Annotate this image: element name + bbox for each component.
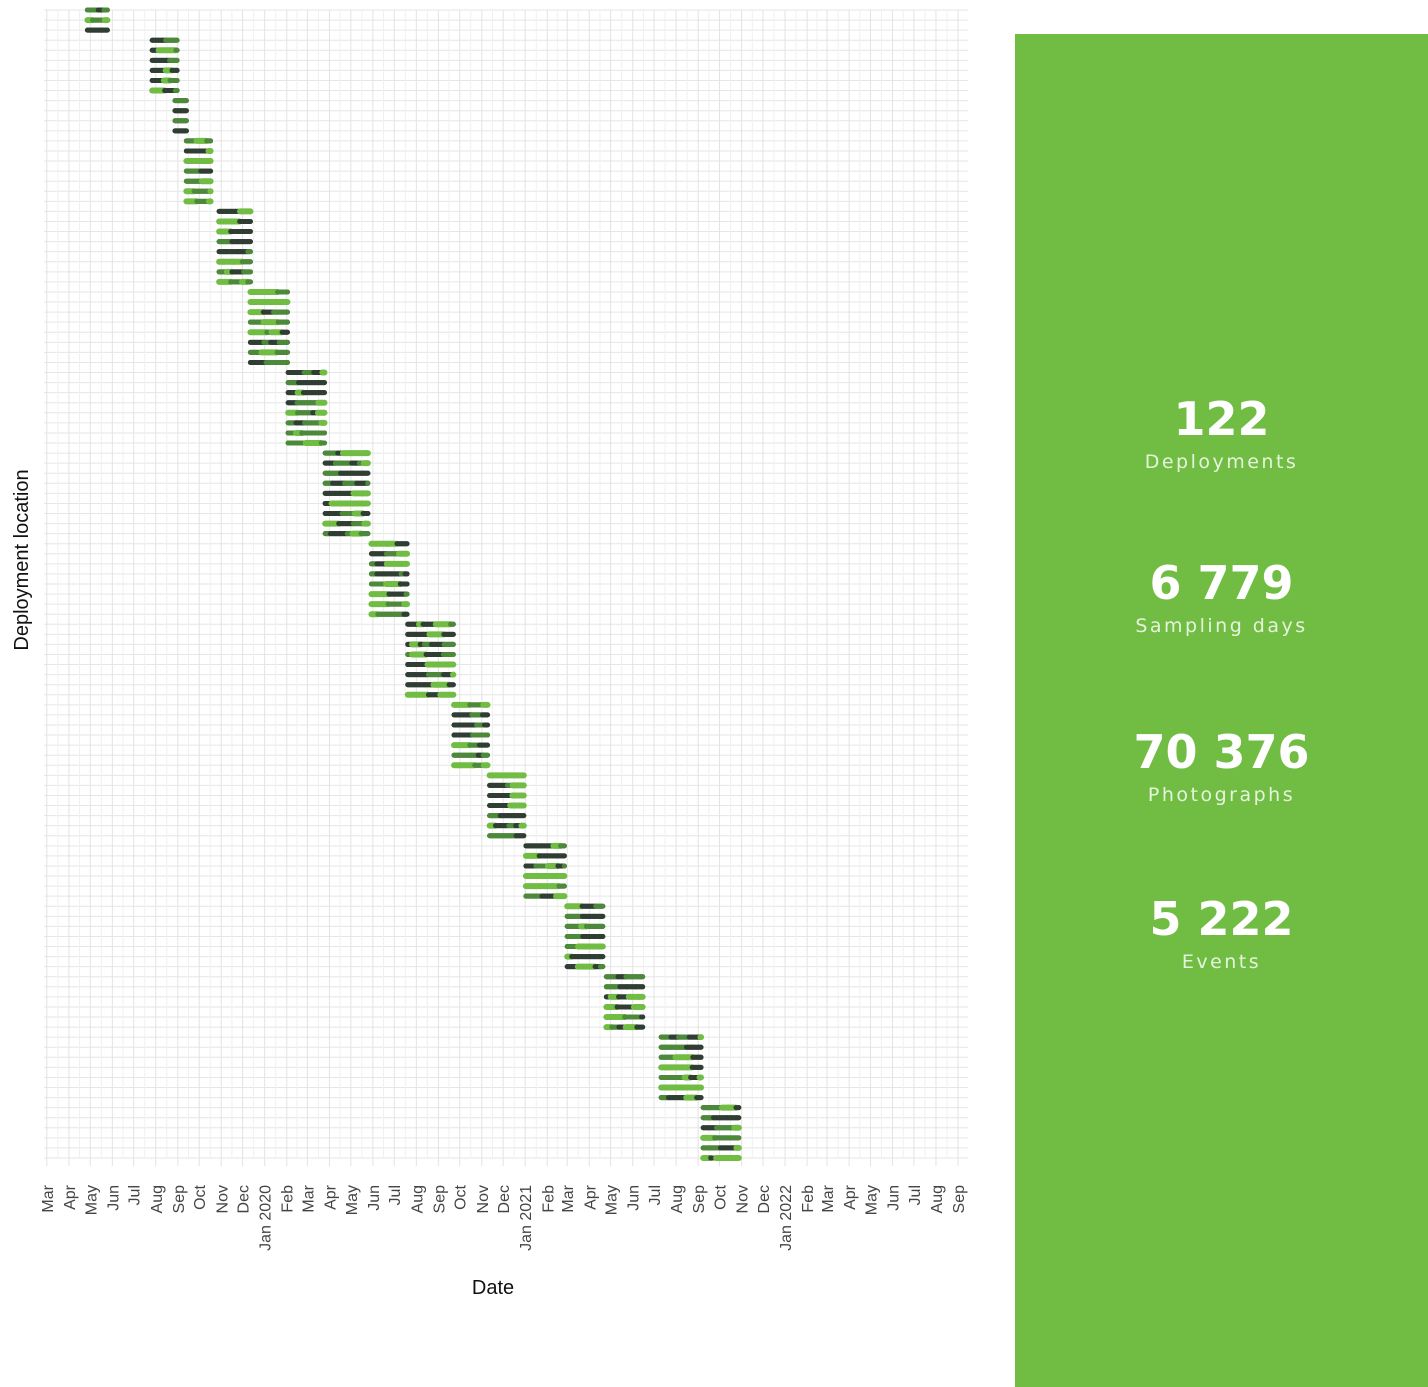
x-axis-title: Date [472,1277,514,1299]
x-tick-label: Oct [453,1184,470,1209]
x-tick-label: Jan 2022 [778,1185,795,1251]
y-axis-title: Deployment location [11,469,33,650]
x-tick-label: Apr [322,1184,339,1210]
x-tick-label: May [83,1185,100,1215]
x-tick-label: Dec [756,1185,773,1213]
x-tick-label: Jun [886,1185,903,1211]
x-tick-label: Jul [647,1185,664,1205]
x-tick-label: Sep [951,1185,968,1214]
x-tick-label: Apr [582,1184,599,1210]
x-tick-label: Jun [105,1185,122,1211]
stat-label: Sampling days [1135,615,1308,637]
x-tick-label: Mar [40,1184,57,1212]
x-tick-label: Aug [149,1185,166,1213]
stat-value: 5 222 [1149,892,1294,946]
x-tick-label: Feb [280,1185,297,1213]
x-tick-label: Dec [236,1185,253,1213]
x-tick-label: Mar [560,1184,577,1212]
stat-sampling-days: 6 779 Sampling days [1015,555,1428,637]
x-tick-label: Aug [669,1185,686,1213]
x-tick-label: Apr [62,1184,79,1210]
x-tick-label: Nov [214,1185,231,1213]
x-tick-label: Dec [496,1185,513,1213]
x-tick-label: Jul [127,1185,144,1205]
x-tick-label: Sep [171,1185,188,1214]
x-tick-label: Apr [842,1184,859,1210]
x-tick-label: Aug [409,1185,426,1213]
x-tick-label: Sep [431,1185,448,1214]
x-tick-label: Mar [820,1184,837,1212]
x-tick-label: Feb [540,1185,557,1213]
stat-value: 6 779 [1149,556,1294,610]
deployment-timeline-chart: Mar Apr May Jun Jul Aug Sep Oct Nov Dec Jan 2020 Fe… [11,7,968,1299]
x-tick-label: Oct [713,1184,730,1209]
x-tick-label: Nov [475,1185,492,1213]
stat-photographs: 70 376 Photographs [1015,724,1428,806]
x-tick-label: Jul [387,1185,404,1205]
chart-segments [84,7,742,1161]
x-tick-label: Mar [300,1184,317,1212]
x-tick-label: Oct [192,1184,209,1209]
x-tick-label: Nov [735,1185,752,1213]
summary-stats-panel: 122 Deployments 6 779 Sampling days 70 3… [1015,34,1428,1387]
stat-events: 5 222 Events [1015,891,1428,973]
stat-label: Events [1181,951,1262,973]
stat-value: 70 376 [1133,725,1310,779]
x-tick-label: Aug [929,1185,946,1213]
stat-label: Deployments [1144,451,1299,473]
x-tick-label: May [863,1185,880,1215]
x-tick-label: Jan 2020 [258,1185,275,1251]
x-tick-label: Jun [626,1185,643,1211]
stat-value: 122 [1173,392,1270,446]
stat-deployments: 122 Deployments [1015,391,1428,473]
chart-grid [44,9,968,1166]
x-tick-label: Feb [800,1185,817,1213]
x-tick-label: May [604,1185,621,1215]
x-tick-label: Jun [366,1185,383,1211]
x-tick-label: Jan 2021 [518,1185,535,1251]
stat-label: Photographs [1147,784,1296,806]
x-tick-label: May [344,1185,361,1215]
x-tick-label: Jul [907,1185,924,1205]
x-axis-ticks: Mar Apr May Jun Jul Aug Sep Oct Nov Dec Jan 2020 Fe… [40,1184,968,1251]
x-tick-label: Sep [691,1185,708,1214]
